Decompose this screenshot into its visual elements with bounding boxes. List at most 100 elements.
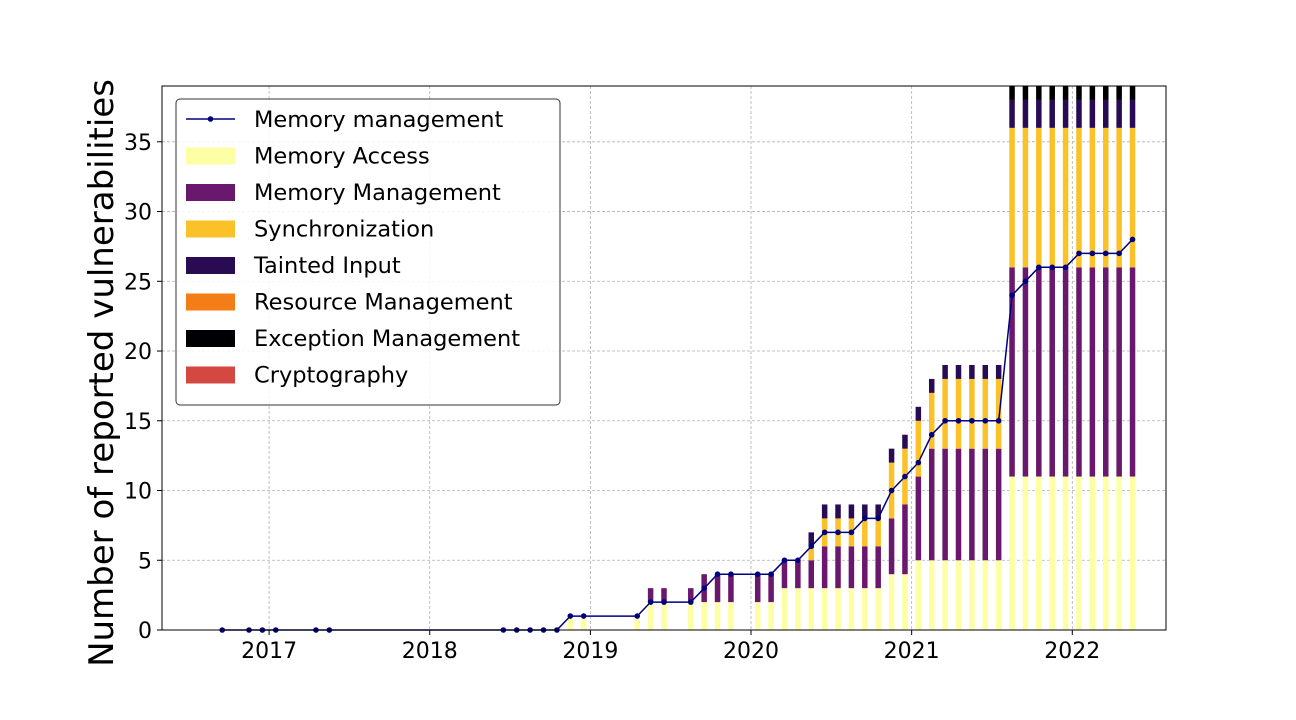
legend-swatch-memory-access [186, 147, 235, 165]
legend-label-exception-management: Exception Management [254, 326, 520, 352]
bar-segment-memory-access [754, 602, 761, 630]
bar-segment-memory-management [1103, 267, 1109, 477]
bar-segment-memory-management [821, 546, 828, 589]
bar-segment-memory-management [714, 574, 721, 603]
bar-segment-memory-access [1076, 476, 1082, 630]
memory-management-point [969, 417, 975, 424]
bar-segment-exception-management [1009, 86, 1015, 100]
bar-segment-synchronization [1116, 127, 1122, 268]
legend-label-synchronization: Synchronization [254, 217, 434, 243]
bar-segment-memory-access [888, 574, 895, 630]
bar-segment-memory-access [875, 588, 881, 630]
bar-segment-tainted-input [848, 504, 855, 519]
memory-management-point [995, 417, 1002, 424]
y-tick-label: 10 [124, 480, 152, 505]
bar-segment-exception-management [1062, 86, 1069, 100]
bar-segment-tainted-input [1076, 99, 1082, 128]
bar-segment-tainted-input [1009, 99, 1015, 128]
legend-swatch-memory-management-marker [207, 116, 214, 122]
memory-management-point [875, 515, 881, 522]
bar-segment-tainted-input [875, 504, 881, 519]
bar-segment-memory-management [1116, 267, 1122, 477]
bar-segment-memory-management [1009, 267, 1015, 477]
bar-segment-memory-access [955, 560, 962, 630]
x-tick-label: 2017 [241, 639, 297, 664]
y-tick-label: 0 [138, 619, 152, 644]
bar-segment-synchronization [982, 378, 989, 449]
memory-management-point [915, 459, 922, 466]
bar-segment-exception-management [1036, 86, 1042, 100]
memory-management-point [928, 431, 935, 438]
bar-segment-exception-management [1103, 86, 1109, 100]
memory-management-point [848, 529, 855, 536]
bar-segment-tainted-input [969, 364, 975, 379]
y-tick-label: 35 [124, 131, 152, 156]
bar-segment-tainted-input [1089, 99, 1096, 128]
legend-swatch-synchronization [186, 220, 235, 238]
bar-segment-tainted-input [821, 504, 828, 519]
memory-management-point [1076, 250, 1082, 257]
memory-management-point [955, 417, 962, 424]
legend-swatch-cryptography [186, 366, 235, 384]
bar-segment-tainted-input [1129, 99, 1136, 128]
legend-label-resource-management: Resource Management [254, 290, 513, 316]
memory-management-point [634, 613, 641, 619]
bar-segment-memory-access [1022, 476, 1029, 630]
bar-segment-synchronization [955, 378, 962, 449]
memory-management-point [942, 417, 948, 424]
bar-segment-synchronization [1062, 127, 1069, 268]
bar-segment-memory-management [728, 574, 734, 603]
legend-swatch-exception-management [186, 330, 235, 347]
bar-segment-synchronization [942, 378, 948, 449]
memory-management-point [1036, 264, 1042, 271]
bar-segment-synchronization [808, 546, 815, 561]
bar-segment-memory-management [835, 546, 841, 589]
y-tick-label: 5 [138, 549, 152, 574]
bar-segment-tainted-input [1062, 99, 1069, 128]
bar-segment-memory-management [781, 560, 788, 589]
memory-management-point [1049, 264, 1056, 271]
bar-segment-tainted-input [928, 378, 935, 393]
memory-management-point [835, 529, 841, 536]
bar-segment-tainted-input [1103, 99, 1109, 128]
memory-management-point [567, 613, 574, 619]
memory-management-point [661, 599, 667, 605]
bar-segment-tainted-input [942, 364, 948, 379]
y-tick-label: 20 [124, 340, 152, 365]
bar-segment-memory-access [995, 560, 1002, 630]
bar-segment-memory-management [969, 448, 975, 561]
bar-segment-memory-access [1103, 476, 1109, 630]
bar-segment-synchronization [1036, 127, 1042, 268]
bar-segment-memory-management [661, 588, 667, 603]
bar-segment-exception-management [1049, 86, 1055, 100]
bar-segment-tainted-input [1036, 99, 1042, 128]
legend-label-cryptography: Cryptography [254, 363, 408, 389]
bar-segment-exception-management [1022, 86, 1029, 100]
bar-segment-memory-management [915, 476, 922, 561]
memory-management-point [1062, 264, 1069, 271]
bar-segment-memory-management [1036, 267, 1042, 477]
bar-segment-memory-management [955, 448, 962, 561]
memory-management-point [1102, 250, 1109, 257]
y-tick-label: 25 [124, 270, 152, 295]
bar-segment-synchronization [915, 420, 922, 477]
bar-segment-memory-management [982, 448, 989, 561]
bar-segment-memory-management [888, 518, 895, 575]
bar-segment-tainted-input [995, 364, 1002, 379]
x-tick-label: 2020 [723, 639, 779, 664]
plot-frame [161, 85, 1167, 631]
bar-segment-memory-access [915, 560, 922, 630]
bar-segment-exception-management [1089, 86, 1096, 100]
memory-management-point [1089, 250, 1096, 257]
bar-segment-memory-access [982, 560, 989, 630]
memory-management-point [1022, 278, 1029, 285]
bar-segment-tainted-input [1116, 99, 1122, 128]
bar-segment-memory-access [862, 588, 868, 630]
bar-segment-memory-access [647, 602, 654, 630]
memory-management-point [781, 557, 788, 564]
bar-segment-memory-access [1129, 476, 1136, 630]
memory-management-point [902, 473, 908, 480]
memory-management-point [888, 487, 895, 494]
bar-segment-memory-access [942, 560, 948, 630]
bar-segment-memory-access [1116, 476, 1122, 630]
